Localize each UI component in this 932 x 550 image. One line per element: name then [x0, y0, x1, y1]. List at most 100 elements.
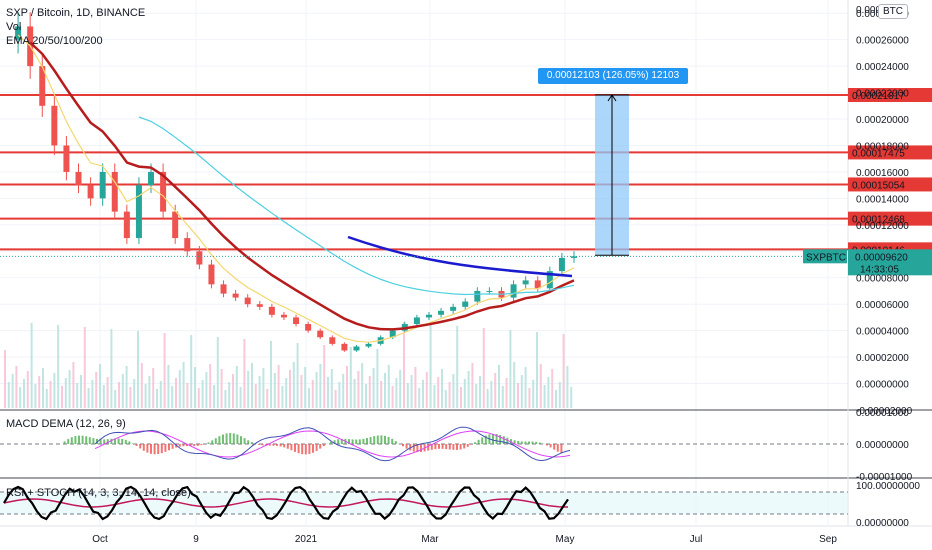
- y-tick-label: 0.00000000: [856, 380, 909, 391]
- volume-bar: [368, 376, 371, 408]
- macd-hist-bar: [337, 439, 340, 444]
- volume-bar: [437, 377, 440, 408]
- macd-hist-bar: [412, 444, 415, 452]
- main-legend: SXP / Bitcoin, 1D, BINANCE Vol EMA 20/50…: [6, 6, 145, 48]
- macd-hist-bar: [290, 444, 293, 451]
- volume-bar: [91, 380, 94, 408]
- ema100-line: [138, 116, 575, 296]
- candle-body: [305, 324, 312, 331]
- volume-bar: [547, 377, 550, 408]
- macd-hist-bar: [502, 436, 505, 444]
- macd-hist-bar: [427, 444, 430, 451]
- volume-bar: [365, 384, 367, 408]
- volume-bar: [418, 388, 421, 408]
- volume-bar: [319, 364, 322, 408]
- volume-bar: [118, 382, 120, 408]
- candle-body: [280, 314, 287, 318]
- volume-bar: [258, 376, 261, 408]
- volume-bar: [148, 376, 151, 408]
- macd-hist-bar: [463, 444, 466, 449]
- macd-hist-bar: [272, 444, 275, 446]
- volume-bar: [163, 333, 166, 408]
- volume-bar: [292, 362, 295, 408]
- macd-hist-bar: [160, 444, 163, 454]
- countdown-tag: 14:33:05: [860, 264, 899, 275]
- candle-body: [438, 310, 445, 315]
- rsi-y-tick-label: 0.00000000: [856, 518, 909, 529]
- level-tag-0: [848, 88, 932, 103]
- macd-hist-bar: [128, 441, 131, 444]
- volume-bar: [254, 384, 257, 408]
- volume-bar: [505, 378, 508, 408]
- volume-bar: [171, 386, 174, 408]
- macd-hist-bar: [258, 444, 260, 445]
- macd-hist-bar: [121, 438, 124, 444]
- candle-body: [413, 317, 420, 325]
- macd-hist-bar: [85, 436, 88, 444]
- volume-bar: [228, 382, 231, 408]
- macd-hist-bar: [279, 444, 282, 447]
- volume-bar: [137, 331, 139, 408]
- macd-hist-bar: [229, 433, 232, 444]
- volume-bar: [342, 374, 345, 408]
- volume-bar: [338, 382, 341, 408]
- ema200-line: [347, 235, 573, 278]
- macd-hist-bar: [391, 438, 394, 444]
- macd-hist-bar: [315, 444, 318, 451]
- volume-bar: [403, 322, 405, 408]
- volume-bar: [304, 367, 307, 408]
- volume-bar: [11, 374, 14, 408]
- macd-hist-bar: [178, 444, 181, 447]
- macd-hist-bar: [117, 438, 120, 444]
- level-tag-text-3: 0.00012468: [852, 215, 905, 226]
- stoch-line: [3, 485, 569, 521]
- y-tick-label: 0.00006000: [856, 300, 909, 311]
- volume-bar: [536, 332, 538, 408]
- y-tick-label: 0.00008000: [856, 274, 909, 285]
- volume-bar: [460, 387, 462, 408]
- macd-hist-bar: [369, 437, 372, 444]
- macd-hist-bar: [276, 444, 278, 446]
- volume-bar: [140, 363, 143, 408]
- macd-hist-bar: [164, 444, 167, 452]
- volume-bar: [99, 364, 101, 408]
- macd-hist-bar: [261, 444, 264, 446]
- macd-hist-bar: [63, 441, 66, 444]
- volume-bar: [42, 368, 44, 408]
- volume-bar: [7, 382, 10, 408]
- macd-hist-bar: [70, 437, 73, 444]
- volume-bar: [490, 381, 493, 408]
- currency-badge[interactable]: BTC: [878, 4, 908, 19]
- volume-bar: [247, 371, 250, 408]
- macd-hist-bar: [333, 440, 336, 444]
- volume-bar: [235, 366, 238, 408]
- volume-bar: [57, 325, 60, 408]
- volume-bar: [270, 341, 272, 408]
- y-tick-label: 0.00026000: [856, 36, 909, 47]
- volume-bar: [482, 328, 485, 408]
- volume-bar: [566, 366, 569, 408]
- volume-bar: [456, 326, 459, 408]
- macd-hist-bar: [474, 442, 476, 444]
- y-tick-label: 0.00004000: [856, 327, 909, 338]
- volume-bar: [205, 372, 208, 408]
- volume-bar: [95, 372, 98, 408]
- macd-hist-bar: [528, 441, 530, 444]
- volume-bar: [110, 329, 113, 408]
- ema20-line: [17, 34, 575, 343]
- macd-hist-bar: [268, 444, 271, 446]
- candle-body: [172, 211, 179, 239]
- volume-bar: [209, 364, 212, 408]
- volume-bar: [49, 381, 52, 408]
- macd-hist-bar: [236, 434, 239, 444]
- macd-hist-bar: [452, 444, 455, 450]
- volume-bar: [376, 349, 379, 408]
- symbol-title[interactable]: SXP / Bitcoin, 1D, BINANCE: [6, 7, 146, 19]
- volume-bar: [194, 367, 196, 408]
- candle-body: [111, 171, 118, 212]
- volume-bar: [391, 386, 394, 408]
- macd-hist-bar: [535, 441, 538, 444]
- macd-hist-bar: [312, 444, 314, 453]
- symbol-tag-bg: [803, 249, 847, 264]
